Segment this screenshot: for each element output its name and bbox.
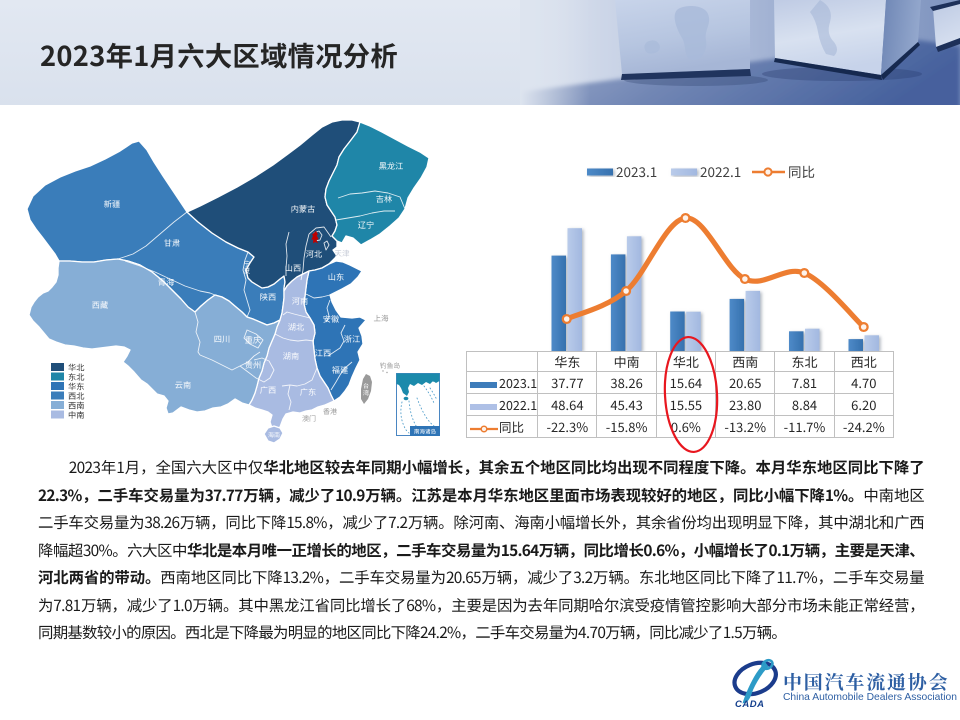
svg-text:青海: 青海 (158, 276, 174, 288)
svg-text:新疆: 新疆 (104, 198, 120, 210)
svg-text:海南: 海南 (268, 430, 280, 439)
svg-text:江苏: 江苏 (335, 293, 351, 305)
svg-text:China Automobile Dealers Assoc: China Automobile Dealers Association (783, 692, 957, 703)
svg-text:CADA: CADA (735, 699, 764, 710)
svg-text:安徽: 安徽 (323, 313, 339, 325)
svg-text:广东: 广东 (300, 386, 316, 398)
svg-text:浙江: 浙江 (344, 333, 360, 345)
svg-text:贵州: 贵州 (245, 359, 261, 371)
svg-text:黑龙江: 黑龙江 (379, 160, 404, 172)
svg-text:天津: 天津 (335, 248, 350, 259)
svg-text:香港: 香港 (323, 407, 337, 417)
svg-text:吉林: 吉林 (376, 193, 392, 205)
svg-text:重庆: 重庆 (245, 334, 261, 346)
svg-text:辽宁: 辽宁 (358, 219, 374, 231)
svg-text:山西: 山西 (285, 262, 301, 274)
svg-text:中南: 中南 (68, 409, 84, 421)
svg-text:江西: 江西 (315, 347, 331, 359)
svg-text:甘肃: 甘肃 (164, 237, 180, 249)
svg-text:宁: 宁 (244, 258, 251, 268)
svg-text:陕西: 陕西 (260, 291, 276, 303)
svg-text:山东: 山东 (328, 271, 344, 283)
svg-text:2022.1: 2022.1 (700, 161, 741, 181)
svg-text:西北: 西北 (68, 390, 84, 402)
svg-text:内蒙古: 内蒙古 (291, 203, 316, 215)
svg-text:南海诸岛: 南海诸岛 (414, 428, 437, 436)
svg-text:2023.1: 2023.1 (616, 161, 657, 181)
svg-text:四川: 四川 (214, 333, 230, 345)
svg-text:西藏: 西藏 (92, 299, 108, 311)
svg-text:澳门: 澳门 (302, 414, 316, 424)
svg-text:钓鱼岛: 钓鱼岛 (380, 360, 401, 370)
svg-text:湾: 湾 (363, 388, 369, 397)
svg-text:华东: 华东 (68, 381, 84, 393)
svg-text:台: 台 (363, 381, 369, 390)
svg-text:河北: 河北 (306, 248, 322, 260)
svg-text:广西: 广西 (260, 384, 276, 396)
svg-text:华北: 华北 (68, 362, 84, 374)
svg-text:东北: 东北 (68, 371, 84, 383)
svg-text:上海: 上海 (374, 313, 389, 324)
svg-text:中国汽车流通协会: 中国汽车流通协会 (783, 668, 949, 695)
svg-text:湖北: 湖北 (288, 321, 304, 333)
svg-text:西南: 西南 (68, 400, 84, 412)
svg-text:湖南: 湖南 (283, 350, 299, 362)
svg-text:河南: 河南 (292, 295, 308, 307)
svg-text:云南: 云南 (175, 379, 191, 391)
svg-text:福建: 福建 (332, 364, 348, 376)
svg-text:夏: 夏 (244, 265, 251, 275)
svg-text:同比: 同比 (788, 161, 815, 181)
